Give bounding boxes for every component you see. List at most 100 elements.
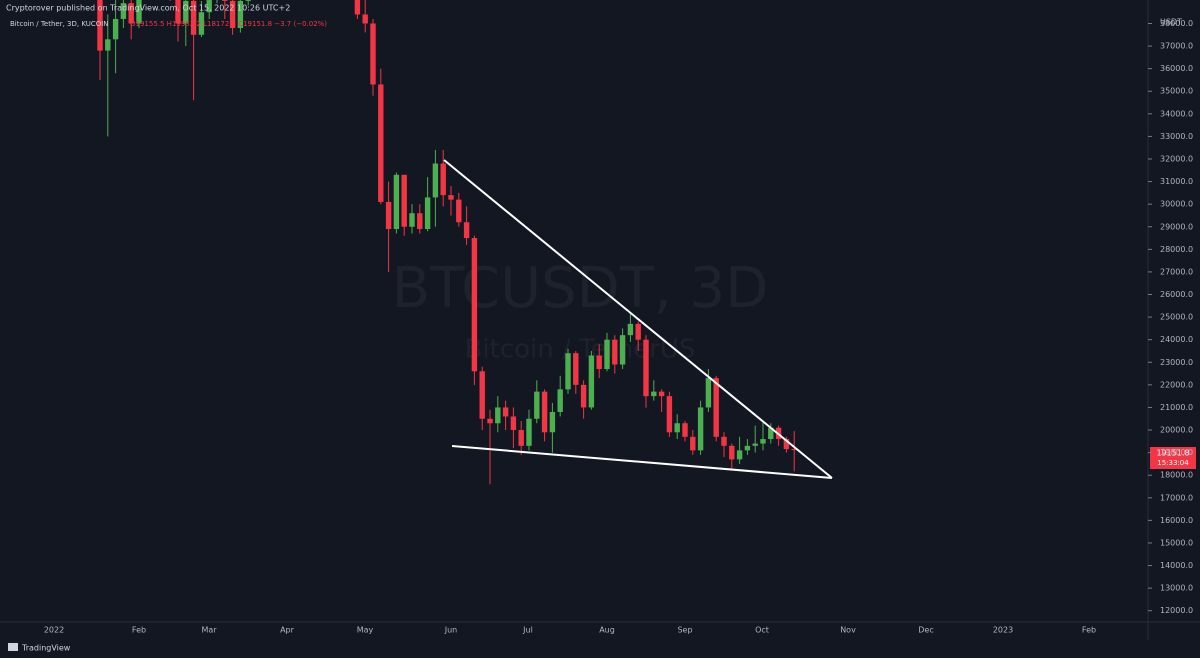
- countdown: 15:33:04: [1157, 459, 1189, 467]
- candle-body: [136, 0, 142, 24]
- x-tick-label: May: [357, 626, 374, 635]
- y-tick-label: 19000.0: [1160, 448, 1193, 457]
- y-tick-label: 14000.0: [1160, 561, 1193, 570]
- candle-body: [120, 3, 127, 19]
- candle-body: [354, 0, 361, 15]
- candle-body: [183, 0, 189, 24]
- publish-note: Cryptorover published on TradingView.com…: [6, 4, 290, 13]
- x-tick-label: Apr: [280, 626, 295, 635]
- candle-body: [385, 201, 392, 230]
- candle-body: [401, 174, 407, 227]
- candle-body: [549, 411, 556, 433]
- candle-body: [237, 0, 244, 29]
- y-tick-label: 28000.0: [1160, 245, 1193, 254]
- trend-line-upper: [443, 159, 833, 479]
- candle-body: [729, 445, 735, 460]
- candle-body: [198, 12, 205, 35]
- candle-body: [635, 323, 641, 340]
- candle-body: [487, 418, 493, 424]
- y-tick-label: 12000.0: [1160, 606, 1193, 615]
- y-tick-label: 33000.0: [1160, 132, 1193, 141]
- candle-body: [510, 416, 517, 431]
- candle-body: [97, 0, 103, 51]
- x-tick-label: Mar: [201, 626, 217, 635]
- candle-body: [128, 3, 134, 24]
- x-tick-label: 2023: [993, 626, 1013, 635]
- candle-body: [222, 0, 228, 1]
- candle-body: [190, 0, 197, 35]
- candle-body: [463, 222, 470, 239]
- candle-body: [588, 355, 595, 408]
- candle-body: [736, 450, 743, 460]
- x-tick-label: Feb: [132, 626, 146, 635]
- y-tick-label: 26000.0: [1160, 290, 1193, 299]
- candle-body: [573, 353, 579, 385]
- symbol-line: Bitcoin / Tether, 3D, KUCOIN: [10, 20, 109, 28]
- footer: TradingView: [21, 644, 71, 653]
- candle-body: [783, 439, 790, 450]
- y-tick-label: 27000.0: [1160, 267, 1193, 276]
- candle-body: [658, 391, 665, 397]
- candle-body: [666, 396, 673, 433]
- candle-body: [612, 339, 618, 365]
- price-label: 19151.8: [1156, 449, 1189, 458]
- y-tick-label: 24000.0: [1160, 335, 1193, 344]
- x-tick-label: Dec: [918, 626, 933, 635]
- candle-body: [432, 163, 439, 198]
- candle-body: [619, 335, 626, 365]
- y-tick-label: 18000.0: [1160, 471, 1193, 480]
- x-tick-label: Aug: [599, 626, 615, 635]
- candle-body: [456, 199, 462, 223]
- candle-body: [448, 195, 454, 200]
- y-tick-label: 31000.0: [1160, 177, 1193, 186]
- candle-body: [627, 323, 634, 336]
- price-label-box: [1150, 447, 1196, 469]
- y-tick-label: 20000.0: [1160, 426, 1193, 435]
- candle-body: [721, 436, 727, 446]
- y-tick-label: 38000.0: [1160, 19, 1193, 28]
- candle-body: [752, 443, 758, 446]
- y-tick-label: 32000.0: [1160, 155, 1193, 164]
- candle-body: [643, 339, 649, 397]
- x-tick-label: Jul: [522, 626, 533, 635]
- y-tick-label: 13000.0: [1160, 584, 1193, 593]
- candle-body: [245, 0, 251, 1]
- candle-body: [557, 389, 563, 412]
- candle-body: [495, 407, 501, 424]
- candle-body: [565, 353, 571, 390]
- y-tick-label: 16000.0: [1160, 516, 1193, 525]
- candle-body: [175, 0, 181, 24]
- candle-body: [526, 418, 532, 446]
- y-tick-label: 15000.0: [1160, 538, 1193, 547]
- plot: [97, 0, 797, 485]
- y-tick-label: 36000.0: [1160, 64, 1193, 73]
- trend-line-lower: [451, 445, 833, 479]
- candle-body: [362, 14, 368, 24]
- candle-body: [105, 39, 111, 51]
- y-tick-label: 23000.0: [1160, 358, 1193, 367]
- candle-body: [697, 407, 704, 451]
- candle-body: [112, 18, 119, 40]
- y-tick-label: 34000.0: [1160, 109, 1193, 118]
- x-tick-label: 2022: [44, 626, 64, 635]
- y-tick-label: 35000.0: [1160, 87, 1193, 96]
- watermark: BTCUSDT, 3D: [392, 256, 769, 321]
- candle-body: [479, 371, 485, 419]
- candle-body: [768, 427, 774, 440]
- ohlc-line: O19155.5 H19952.2 L18172.4 C19151.8 −3.7…: [130, 20, 327, 28]
- candle-body: [604, 339, 610, 370]
- candle-body: [682, 423, 688, 437]
- x-tick-label: Sep: [677, 626, 692, 635]
- candle-body: [674, 423, 680, 433]
- candle-body: [229, 0, 236, 29]
- candle-body: [518, 430, 524, 446]
- candle-body: [690, 436, 696, 451]
- x-tick-label: Nov: [840, 626, 856, 635]
- candle-body: [502, 407, 509, 417]
- candle-body: [206, 0, 212, 13]
- candle-body: [440, 163, 446, 196]
- y-tick-label: 29000.0: [1160, 222, 1193, 231]
- candle-body: [541, 391, 548, 433]
